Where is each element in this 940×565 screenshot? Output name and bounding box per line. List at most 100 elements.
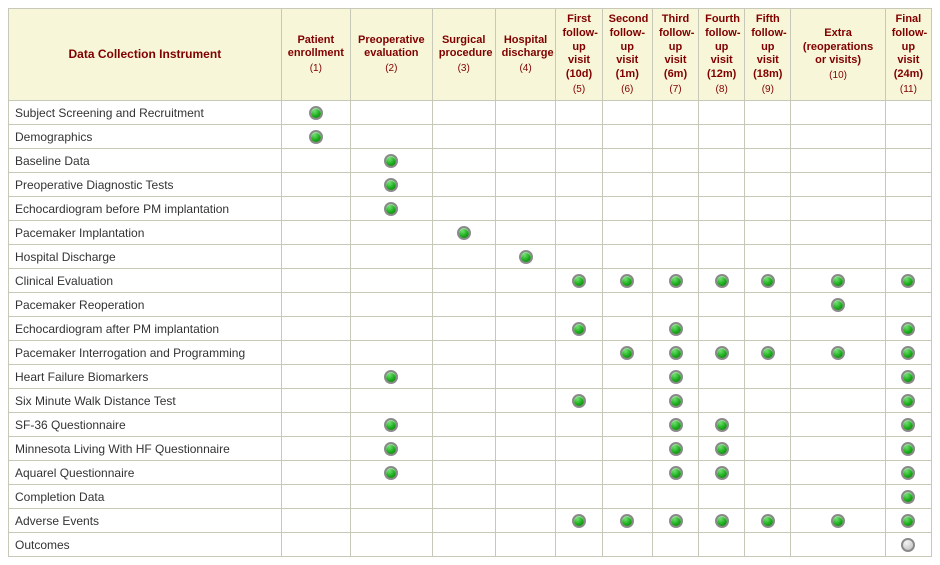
cell bbox=[652, 221, 698, 245]
cell bbox=[281, 173, 350, 197]
cell bbox=[885, 245, 931, 269]
col-number: (2) bbox=[357, 63, 426, 76]
cell bbox=[281, 341, 350, 365]
cell bbox=[432, 341, 495, 365]
cell bbox=[652, 269, 698, 293]
dot-green-icon bbox=[620, 274, 634, 288]
table-row: Subject Screening and Recruitment bbox=[9, 101, 932, 125]
table-body: Subject Screening and RecruitmentDemogra… bbox=[9, 101, 932, 557]
dot-green-icon bbox=[901, 346, 915, 360]
dot-green-icon bbox=[831, 298, 845, 312]
dot-green-icon bbox=[761, 514, 775, 528]
cell bbox=[652, 197, 698, 221]
cell bbox=[602, 197, 652, 221]
dot-green-icon bbox=[669, 442, 683, 456]
cell bbox=[350, 365, 432, 389]
cell bbox=[652, 533, 698, 557]
cell bbox=[281, 413, 350, 437]
row-label: Echocardiogram after PM implantation bbox=[9, 317, 282, 341]
cell bbox=[791, 485, 885, 509]
cell bbox=[281, 485, 350, 509]
cell bbox=[602, 389, 652, 413]
cell bbox=[556, 101, 602, 125]
cell bbox=[556, 341, 602, 365]
cell bbox=[791, 221, 885, 245]
cell bbox=[556, 269, 602, 293]
dot-green-icon bbox=[901, 490, 915, 504]
table-row: Hospital Discharge bbox=[9, 245, 932, 269]
cell bbox=[556, 149, 602, 173]
cell bbox=[652, 149, 698, 173]
cell bbox=[885, 197, 931, 221]
col-header-11: Final follow-up visit (24m)(11) bbox=[885, 9, 931, 101]
cell bbox=[556, 533, 602, 557]
cell bbox=[495, 389, 556, 413]
dot-green-icon bbox=[715, 442, 729, 456]
dot-green-icon bbox=[761, 346, 775, 360]
col-header-4: Hospital discharge(4) bbox=[495, 9, 556, 101]
col-number: (5) bbox=[562, 84, 595, 97]
col-number: (10) bbox=[797, 70, 878, 83]
cell bbox=[652, 461, 698, 485]
dot-green-icon bbox=[669, 274, 683, 288]
cell bbox=[885, 101, 931, 125]
cell bbox=[745, 533, 791, 557]
row-label: Clinical Evaluation bbox=[9, 269, 282, 293]
cell bbox=[281, 461, 350, 485]
dot-green-icon bbox=[384, 154, 398, 168]
cell bbox=[556, 221, 602, 245]
cell bbox=[556, 293, 602, 317]
cell bbox=[745, 101, 791, 125]
cell bbox=[745, 341, 791, 365]
cell bbox=[745, 221, 791, 245]
table-row: Echocardiogram before PM implantation bbox=[9, 197, 932, 221]
cell bbox=[432, 389, 495, 413]
cell bbox=[556, 125, 602, 149]
cell bbox=[432, 197, 495, 221]
table-row: Preoperative Diagnostic Tests bbox=[9, 173, 932, 197]
cell bbox=[432, 437, 495, 461]
col-number: (8) bbox=[705, 84, 738, 97]
cell bbox=[699, 125, 745, 149]
cell bbox=[281, 509, 350, 533]
cell bbox=[432, 269, 495, 293]
cell bbox=[602, 365, 652, 389]
dot-green-icon bbox=[669, 346, 683, 360]
cell bbox=[699, 221, 745, 245]
row-label: Completion Data bbox=[9, 485, 282, 509]
cell bbox=[495, 365, 556, 389]
dot-green-icon bbox=[715, 274, 729, 288]
cell bbox=[556, 485, 602, 509]
table-row: Outcomes bbox=[9, 533, 932, 557]
dot-green-icon bbox=[669, 322, 683, 336]
dot-green-icon bbox=[901, 274, 915, 288]
cell bbox=[602, 269, 652, 293]
col-number: (7) bbox=[659, 84, 692, 97]
cell bbox=[791, 509, 885, 533]
cell bbox=[699, 197, 745, 221]
cell bbox=[745, 245, 791, 269]
cell bbox=[791, 245, 885, 269]
cell bbox=[745, 149, 791, 173]
dot-green-icon bbox=[384, 418, 398, 432]
cell bbox=[652, 341, 698, 365]
cell bbox=[791, 173, 885, 197]
col-title: Surgical procedure bbox=[439, 34, 489, 62]
cell bbox=[791, 317, 885, 341]
dot-green-icon bbox=[901, 322, 915, 336]
cell bbox=[699, 173, 745, 197]
cell bbox=[350, 389, 432, 413]
row-label: Minnesota Living With HF Questionnaire bbox=[9, 437, 282, 461]
cell bbox=[745, 293, 791, 317]
cell bbox=[281, 197, 350, 221]
cell bbox=[745, 125, 791, 149]
cell bbox=[495, 509, 556, 533]
cell bbox=[791, 149, 885, 173]
dot-green-icon bbox=[519, 250, 533, 264]
dot-green-icon bbox=[715, 514, 729, 528]
col-title: Fifth follow-up visit (18m) bbox=[751, 13, 784, 82]
col-number: (6) bbox=[609, 84, 646, 97]
col-title: Preoperative evaluation bbox=[357, 34, 426, 62]
col-title: Patient enrollment bbox=[288, 34, 344, 62]
cell bbox=[350, 173, 432, 197]
